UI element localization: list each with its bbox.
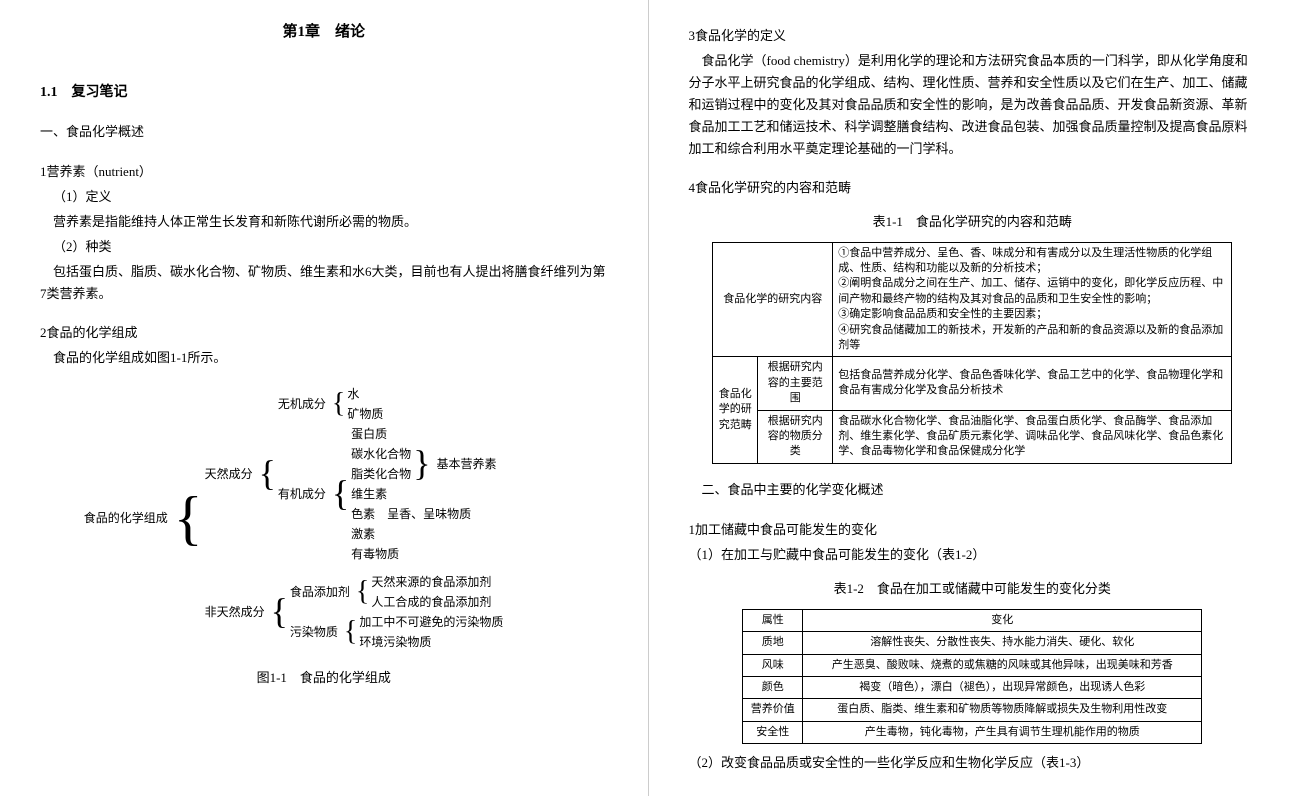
item-vitamin: 维生素 — [351, 484, 411, 504]
nutrient-title: 1营养素（nutrient） — [40, 161, 608, 183]
item-hormone: 激素 — [351, 524, 496, 544]
item-add-syn: 人工合成的食品添加剂 — [371, 592, 491, 612]
left-page: 第1章 绪论 1.1 复习笔记 一、食品化学概述 1营养素（nutrient） … — [0, 0, 648, 796]
def-text: 营养素是指能维持人体正常生长发育和新陈代谢所必需的物质。 — [40, 211, 608, 233]
cell: 风味 — [743, 654, 803, 676]
brace-icon: { — [172, 384, 205, 652]
cell: 安全性 — [743, 721, 803, 743]
basic-nutrient: 基本营养素 — [432, 424, 496, 504]
cell: 褐变（暗色），漂白（褪色），出现异常颜色，出现诱人色彩 — [803, 677, 1202, 699]
type-label: （2）种类 — [53, 236, 608, 258]
cell: 根据研究内容的物质分类 — [758, 410, 833, 463]
cell: 质地 — [743, 632, 803, 654]
composition-text: 食品的化学组成如图1-1所示。 — [40, 347, 608, 369]
brace-icon: { — [342, 612, 359, 652]
def-label: （1）定义 — [53, 186, 608, 208]
cell: 变化 — [803, 609, 1202, 631]
brace-icon: { — [330, 424, 351, 564]
composition-title: 2食品的化学组成 — [40, 322, 608, 344]
nonnatural-label: 非天然成分 — [205, 572, 269, 652]
heading-1: 一、食品化学概述 — [40, 121, 608, 140]
table1-caption: 表1-1 食品化学研究的内容和范畴 — [689, 211, 1257, 230]
cell: 食品碳水化合物化学、食品油脂化学、食品蛋白质化学、食品酶学、食品添加剂、维生素化… — [833, 410, 1232, 463]
brace-icon: { — [257, 384, 278, 564]
cell: 产生恶臭、酸败味、烧煮的或焦糖的风味或其他异味，出现美味和芳香 — [803, 654, 1202, 676]
item-protein: 蛋白质 — [351, 424, 411, 444]
cell: 食品化学的研究内容 — [713, 242, 833, 357]
diagram-root: 食品的化学组成 — [84, 384, 172, 652]
item-poll-env: 环境污染物质 — [359, 632, 503, 652]
table-1-2: 属性 变化 质地溶解性丧失、分散性丧失、持水能力消失、硬化、软化 风味产生恶臭、… — [742, 609, 1202, 744]
cell: 营养价值 — [743, 699, 803, 721]
additive-label: 食品添加剂 — [290, 572, 354, 612]
table-row: 质地溶解性丧失、分散性丧失、持水能力消失、硬化、软化 — [743, 632, 1202, 654]
brace-icon: } — [411, 424, 432, 504]
table2-caption: 表1-2 食品在加工或储藏中可能发生的变化分类 — [689, 578, 1257, 597]
item-lipid: 脂类化合物 — [351, 464, 411, 484]
type-text: 包括蛋白质、脂质、碳水化合物、矿物质、维生素和水6大类，目前也有人提出将膳食纤维… — [40, 261, 608, 305]
organic-label: 有机成分 — [278, 424, 330, 564]
chapter-title: 第1章 绪论 — [40, 20, 608, 41]
change-sub2: （2）改变食品品质或安全性的一些化学反应和生物化学反应（表1-3） — [689, 752, 1257, 774]
cell: 产生毒物，钝化毒物，产生具有调节生理机能作用的物质 — [803, 721, 1202, 743]
item-toxic: 有毒物质 — [351, 544, 496, 564]
def-title: 3食品化学的定义 — [689, 25, 1257, 47]
item-add-nat: 天然来源的食品添加剂 — [371, 572, 491, 592]
table-row: 风味产生恶臭、酸败味、烧煮的或焦糖的风味或其他异味，出现美味和芳香 — [743, 654, 1202, 676]
cell: 包括食品营养成分化学、食品色香味化学、食品工艺中的化学、食品物理化学和食品有害成… — [833, 357, 1232, 410]
heading-2: 二、食品中主要的化学变化概述 — [689, 479, 1257, 498]
item-pigment: 色素 呈香、呈味物质 — [351, 504, 496, 524]
def-body: 食品化学（food chemistry）是利用化学的理论和方法研究食品本质的一门… — [689, 50, 1257, 160]
table-row: 根据研究内容的物质分类 食品碳水化合物化学、食品油脂化学、食品蛋白质化学、食品酶… — [713, 410, 1232, 463]
brace-icon: { — [269, 572, 290, 652]
figure-caption: 图1-1 食品的化学组成 — [40, 667, 608, 686]
table-1-1: 食品化学的研究内容 ①食品中营养成分、呈色、香、味成分和有害成分以及生理活性物质… — [712, 242, 1232, 464]
composition-diagram: 食品的化学组成 { 天然成分 { 无机成分 { — [84, 384, 564, 652]
item-poll-proc: 加工中不可避免的污染物质 — [359, 612, 503, 632]
table-row: 颜色褐变（暗色），漂白（褪色），出现异常颜色，出现诱人色彩 — [743, 677, 1202, 699]
cell: 蛋白质、脂类、维生素和矿物质等物质降解或损失及生物利用性改变 — [803, 699, 1202, 721]
cell: 属性 — [743, 609, 803, 631]
table-row: 营养价值蛋白质、脂类、维生素和矿物质等物质降解或损失及生物利用性改变 — [743, 699, 1202, 721]
brace-icon: { — [354, 572, 371, 612]
change-sub1: （1）在加工与贮藏中食品可能发生的变化（表1-2） — [689, 544, 1257, 566]
cell: 颜色 — [743, 677, 803, 699]
item-water: 水 — [347, 384, 383, 404]
pollutant-label: 污染物质 — [290, 612, 342, 652]
item-mineral: 矿物质 — [347, 404, 383, 424]
table-row: 属性 变化 — [743, 609, 1202, 631]
inorganic-label: 无机成分 — [278, 384, 330, 424]
brace-icon: { — [330, 384, 347, 424]
table-row: 安全性产生毒物，钝化毒物，产生具有调节生理机能作用的物质 — [743, 721, 1202, 743]
cell: 溶解性丧失、分散性丧失、持水能力消失、硬化、软化 — [803, 632, 1202, 654]
change-title: 1加工储藏中食品可能发生的变化 — [689, 519, 1257, 541]
right-page: 3食品化学的定义 食品化学（food chemistry）是利用化学的理论和方法… — [649, 0, 1296, 796]
natural-label: 天然成分 — [205, 384, 257, 564]
item-carb: 碳水化合物 — [351, 444, 411, 464]
table-row: 食品化学的研究内容 ①食品中营养成分、呈色、香、味成分和有害成分以及生理活性物质… — [713, 242, 1232, 357]
cell: 食品化学的研究范畴 — [713, 357, 758, 463]
section-1-1: 1.1 复习笔记 — [40, 81, 608, 101]
cell: 根据研究内容的主要范围 — [758, 357, 833, 410]
cell: ①食品中营养成分、呈色、香、味成分和有害成分以及生理活性物质的化学组成、性质、结… — [833, 242, 1232, 357]
scope-title: 4食品化学研究的内容和范畴 — [689, 177, 1257, 199]
table-row: 食品化学的研究范畴 根据研究内容的主要范围 包括食品营养成分化学、食品色香味化学… — [713, 357, 1232, 410]
